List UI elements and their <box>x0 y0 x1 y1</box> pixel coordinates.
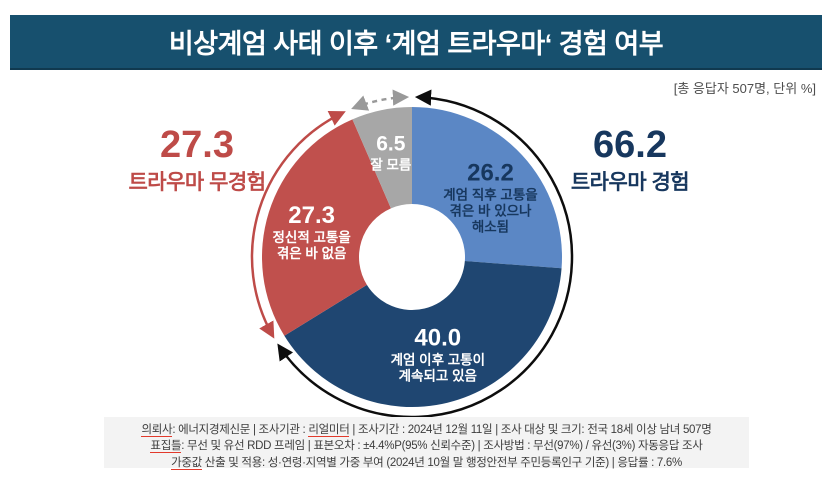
donut-slice-0 <box>412 107 562 269</box>
source-text: 산출 및 적용: 성·연령·지역별 가중 부여 (2024년 10월 말 행정안… <box>201 456 682 469</box>
source-line: 표집틀: 무선 및 유선 RDD 프레임 | 표본오차 : ±4.4%P(95%… <box>104 438 749 454</box>
source-term-underlined: 가중값 <box>171 456 202 470</box>
group-label-no-trauma: 27.3 트라우마 무경험 <box>87 124 307 194</box>
no-trauma-name: 트라우마 무경험 <box>128 170 266 194</box>
source-line: 가중값 산출 및 적용: 성·연령·지역별 가중 부여 (2024년 10월 말… <box>104 455 749 471</box>
no-trauma-value: 27.3 <box>160 124 234 166</box>
group-arc-1 <box>250 111 346 339</box>
group-label-trauma-experienced: 66.2 트라우마 경험 <box>520 124 740 194</box>
respondents-note: [총 응답자 507명, 단위 %] <box>673 81 816 96</box>
survey-methodology-note: 의뢰사: 에너지경제신문 | 조사기관 : 리얼미터 | 조사기간 : 2024… <box>104 417 749 471</box>
source-term-underlined: 리얼미터 <box>308 424 350 437</box>
group-arc-2 <box>351 89 410 111</box>
source-text: : 에너지경제신문 | 조사기관 : <box>172 424 309 436</box>
trauma-experienced-name: 트라우마 경험 <box>570 170 690 194</box>
source-term-underlined: 표집틀 <box>150 440 182 454</box>
source-line: 의뢰사: 에너지경제신문 | 조사기관 : 리얼미터 | 조사기간 : 2024… <box>104 422 749 438</box>
title-bar: 비상계엄 사태 이후 ‘계엄 트라우마‘ 경험 여부 <box>10 15 822 70</box>
source-text: | 조사기간 : 2024년 12월 11일 | 조사 대상 및 크기: 전국 … <box>349 424 712 436</box>
page-title: 비상계엄 사태 이후 ‘계엄 트라우마‘ 경험 여부 <box>168 29 664 59</box>
trauma-experienced-value: 66.2 <box>593 124 667 166</box>
group-arc-0 <box>277 89 574 419</box>
source-text: : 무선 및 유선 RDD 프레임 | 표본오차 : ±4.4%P(95% 신뢰… <box>181 440 703 453</box>
source-term-underlined: 의뢰사 <box>141 424 173 437</box>
slice-label-0: 26.2 계엄 직후 고통을 겪은 바 있으나 해소됨 <box>443 159 537 234</box>
